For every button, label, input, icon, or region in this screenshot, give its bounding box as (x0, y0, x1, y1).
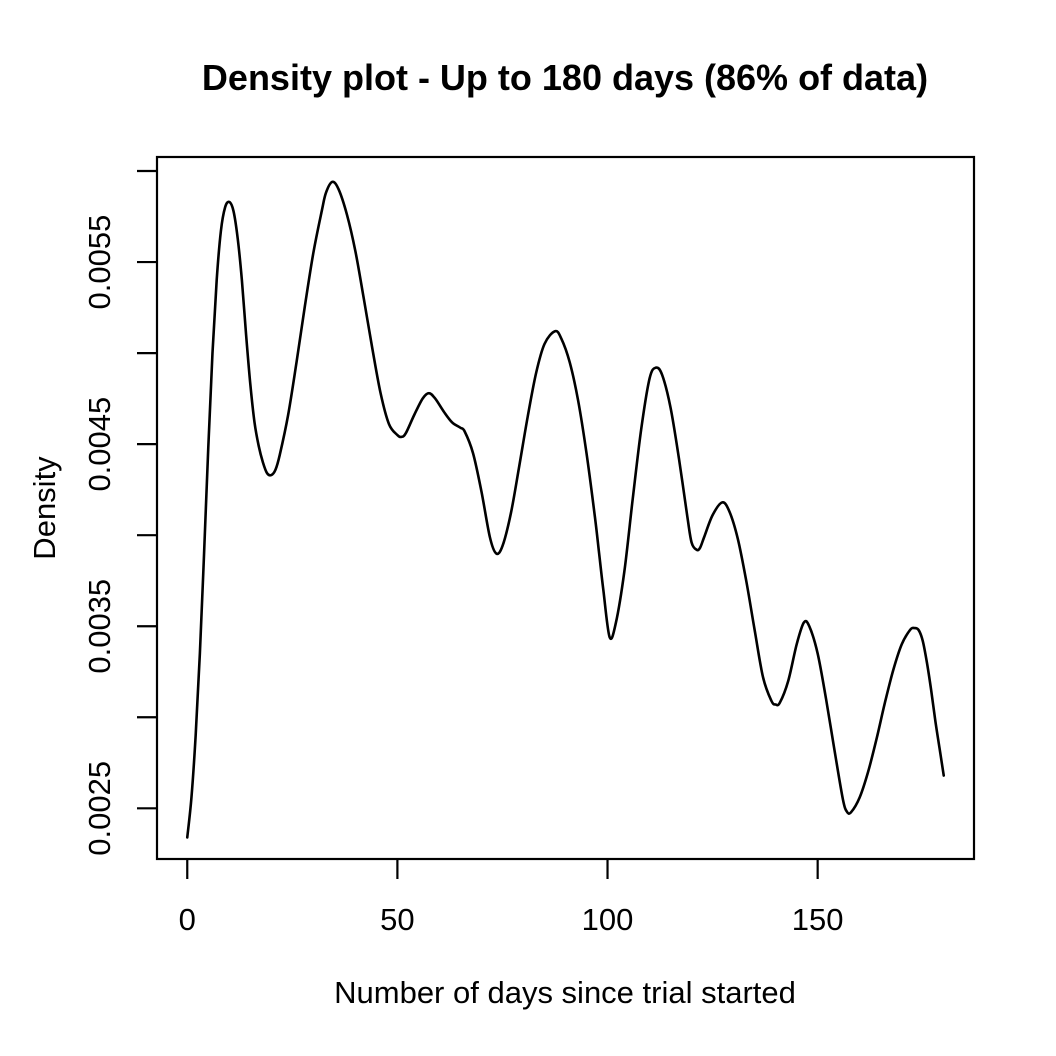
x-axis-tick-labels: 0 50 100 150 (179, 902, 844, 937)
x-tick-label: 150 (792, 902, 844, 937)
y-tick-label: 0.0045 (82, 397, 117, 492)
y-tick-label: 0.0055 (82, 215, 117, 310)
density-curve (185, 180, 946, 839)
plot-box (155, 155, 976, 861)
y-axis-label: Density (27, 456, 62, 560)
x-tick-label: 0 (179, 902, 196, 937)
x-tick-label: 50 (380, 902, 414, 937)
y-axis-ticks (137, 169, 157, 810)
x-tick-label: 100 (582, 902, 634, 937)
y-axis-tick-labels: 0.0025 0.0035 0.0045 0.0055 (82, 215, 117, 856)
x-axis-ticks (186, 859, 819, 879)
x-axis-label: Number of days since trial started (334, 975, 796, 1010)
y-tick-label: 0.0025 (82, 761, 117, 856)
y-tick-label: 0.0035 (82, 579, 117, 674)
chart-title: Density plot - Up to 180 days (86% of da… (202, 57, 928, 98)
